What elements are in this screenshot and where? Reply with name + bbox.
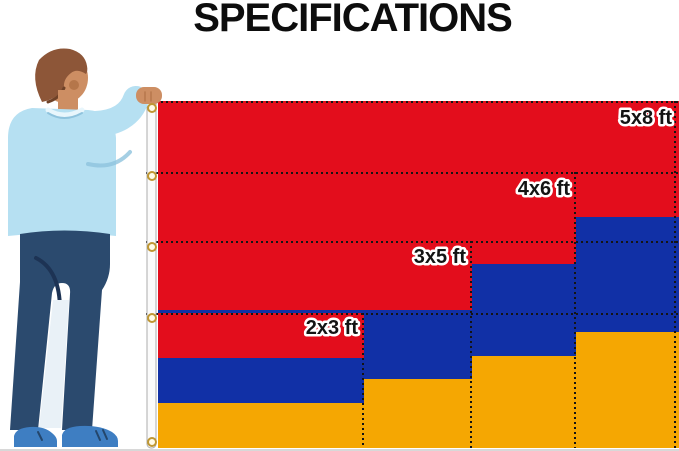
person-collar — [45, 107, 85, 118]
grommets — [147, 103, 157, 447]
flag-2x3 — [158, 313, 364, 448]
flag-2x3-blue-stripe — [158, 358, 364, 403]
grommet — [147, 103, 157, 113]
person-ear — [69, 80, 79, 90]
grommet — [147, 313, 157, 323]
person-collar-line — [47, 112, 83, 119]
image-bottom-border — [0, 449, 679, 451]
page-title: SPECIFICATIONS — [193, 0, 513, 40]
flag-2x3-right-dotted-line — [362, 313, 364, 448]
person-fingers — [144, 91, 152, 102]
flagpole — [146, 95, 157, 449]
flag-5x8-right-dotted-line — [674, 101, 676, 448]
flag-2x3-red-stripe — [158, 313, 364, 358]
person-hair — [35, 48, 88, 102]
person-leg-gap — [39, 300, 69, 428]
flag-4x6-top-dotted-line — [146, 172, 679, 174]
person-neck — [58, 90, 78, 114]
flag-3x5-top-dotted-line — [146, 241, 679, 243]
person-shirt — [8, 108, 116, 236]
flag-3x5-red-stripe — [158, 241, 472, 310]
person-pants-crease — [34, 256, 63, 350]
grommet — [147, 437, 157, 447]
person-illustration — [8, 48, 162, 447]
flag-3x5-right-dotted-line — [470, 241, 472, 448]
person-head — [42, 53, 88, 103]
flag-5x8-top-dotted-line — [146, 101, 679, 103]
shoe-lace-marks — [37, 429, 108, 441]
person-right-shoe — [62, 425, 118, 447]
grommet — [147, 242, 157, 252]
person-hair-shade — [46, 86, 66, 104]
person-left-shoe — [14, 426, 57, 447]
flag-2x3-orange-stripe — [158, 403, 364, 448]
flag-4x6-right-dotted-line — [574, 172, 576, 448]
person-raised-arm — [83, 86, 149, 137]
person-elbow-shade — [86, 150, 132, 168]
flag-2x3-top-dotted-line — [146, 313, 679, 315]
person-pants — [10, 230, 110, 430]
